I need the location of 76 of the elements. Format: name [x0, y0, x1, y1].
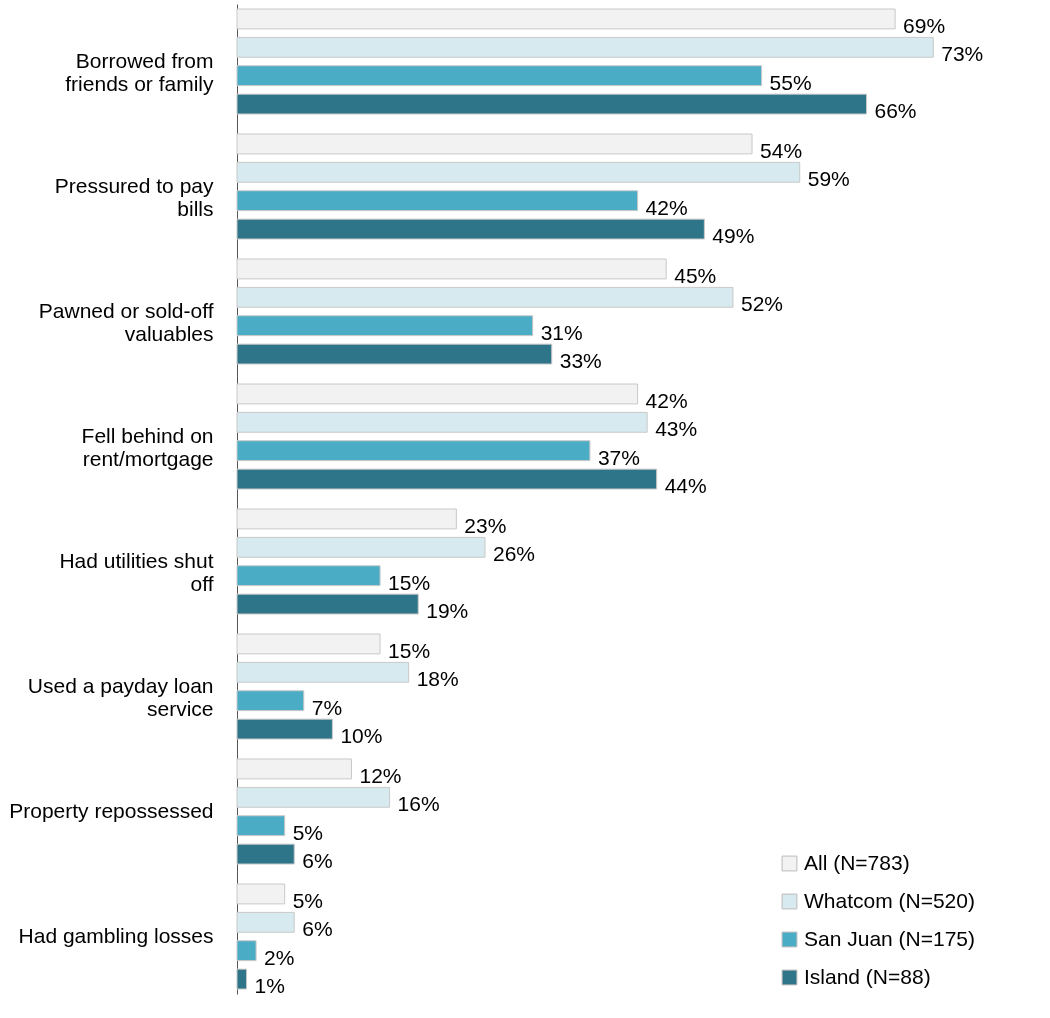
y-tick-label: Pawned or sold-off valuables	[38, 298, 214, 345]
legend-label: Whatcom (N=520)	[804, 888, 975, 912]
bar	[236, 758, 352, 780]
bar	[236, 508, 457, 530]
bar	[236, 440, 591, 462]
bar	[236, 718, 333, 740]
data-label: 45%	[674, 263, 717, 287]
data-label: 15%	[388, 638, 431, 662]
bar	[236, 690, 305, 712]
data-label: 10%	[340, 724, 383, 748]
bar	[236, 633, 381, 655]
data-label: 55%	[769, 70, 812, 94]
bar	[236, 661, 410, 683]
y-tick-label: Fell behind on rent/mortgage	[81, 423, 214, 470]
bar	[236, 383, 639, 405]
data-label: 6%	[302, 917, 333, 941]
data-label: 15%	[388, 570, 431, 594]
data-label: 12%	[359, 763, 402, 787]
legend-label: Island (N=88)	[804, 964, 931, 988]
data-label: 42%	[645, 388, 688, 412]
data-label: 66%	[874, 99, 917, 123]
bar	[236, 258, 667, 280]
data-label: 23%	[464, 513, 507, 537]
bar	[236, 786, 391, 808]
bar	[236, 93, 867, 115]
bar	[236, 815, 286, 837]
data-label: 69%	[903, 13, 946, 37]
data-label: 5%	[292, 820, 324, 844]
data-label: 49%	[712, 224, 755, 248]
bar	[236, 343, 553, 365]
data-label: 52%	[740, 292, 783, 316]
bar	[236, 468, 658, 490]
legend-label: All (N=783)	[804, 850, 910, 874]
bar	[236, 133, 753, 155]
bar	[236, 286, 734, 308]
bar	[236, 36, 934, 58]
bar	[236, 940, 257, 962]
bar	[236, 411, 648, 433]
data-label: 31%	[540, 320, 583, 344]
data-label: 43%	[655, 417, 698, 441]
y-tick-label: Had utilities shut off	[59, 548, 214, 595]
legend-label: San Juan (N=175)	[804, 926, 976, 950]
bar	[236, 843, 295, 865]
bar	[236, 565, 381, 587]
bar	[236, 8, 896, 30]
y-tick-label: Borrowed from friends or family	[65, 48, 214, 95]
bar	[236, 65, 763, 87]
data-label: 59%	[807, 167, 850, 191]
y-tick-label: Pressured to pay bills	[54, 173, 214, 220]
data-label: 5%	[292, 888, 324, 912]
bar	[236, 218, 705, 240]
data-label: 26%	[492, 542, 536, 566]
bar	[236, 593, 419, 615]
data-label: 16%	[397, 792, 440, 816]
data-label: 33%	[559, 349, 602, 373]
bar	[236, 190, 639, 212]
bar	[236, 883, 286, 905]
y-tick-label: Had gambling losses	[18, 923, 214, 947]
bar	[236, 536, 486, 558]
data-label: 6%	[302, 849, 333, 873]
data-label: 73%	[941, 42, 984, 66]
bar	[236, 968, 248, 990]
data-label: 42%	[645, 195, 688, 219]
data-label: 37%	[597, 445, 640, 469]
y-tick-label: Property repossessed	[9, 798, 214, 822]
data-label: 1%	[254, 974, 285, 998]
bar	[236, 911, 295, 933]
data-label: 7%	[311, 695, 343, 719]
bar	[236, 315, 534, 337]
bar	[236, 161, 801, 183]
data-label: 54%	[760, 138, 803, 162]
data-label: 44%	[664, 474, 707, 498]
data-label: 18%	[416, 667, 459, 691]
y-tick-label: Used a payday loan service	[27, 673, 214, 720]
data-label: 19%	[426, 599, 469, 623]
data-label: 2%	[264, 945, 295, 969]
